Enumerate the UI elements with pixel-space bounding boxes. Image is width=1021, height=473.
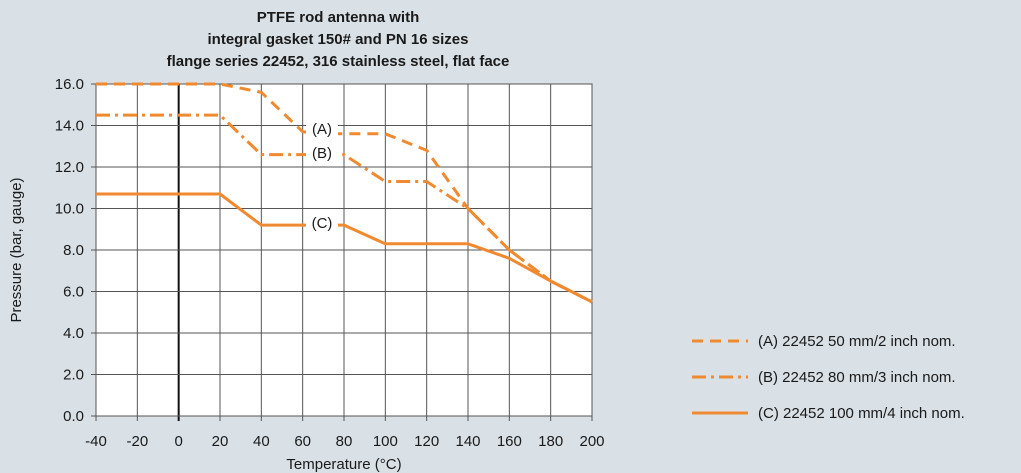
x-tick-label: -40 [85,433,107,450]
x-tick-label: 180 [538,433,563,450]
x-axis-label: Temperature (°C) [286,456,401,473]
y-tick-label: 12.0 [55,159,84,176]
x-tick-label: 40 [253,433,270,450]
x-tick-label: 140 [455,433,480,450]
series-tag-a: (A) [312,121,332,138]
series-line-b [96,113,593,304]
x-tick-label: 160 [497,433,522,450]
y-tick-label: 2.0 [63,367,84,384]
x-tick-label: 20 [212,433,229,450]
grid [91,83,593,421]
y-axis-ticks: 0.0 2.0 4.0 6.0 8.0 10.0 12.0 14.0 16.0 [55,76,84,425]
x-tick-label: 60 [294,433,311,450]
x-axis-ticks: -40 -20 0 20 40 60 80 100 120 140 160 180 200 [85,433,604,450]
series-layer [96,82,593,304]
legend-label-c: (C) 22452 100 mm/4 inch nom. [758,405,965,422]
chart-title-line-3: flange series 22452, 316 stainless steel… [167,53,510,70]
series-tag-b: (B) [312,145,332,162]
series-tag-background [306,120,338,138]
x-tick-label: 100 [373,433,398,450]
y-tick-label: 4.0 [63,325,84,342]
series-tag-c: (C) [312,215,333,232]
y-tick-label: 6.0 [63,284,84,301]
legend: (A) 22452 50 mm/2 inch nom. (B) 22452 80 … [692,333,965,422]
legend-label-b: (B) 22452 80 mm/3 inch nom. [758,369,956,386]
y-tick-label: 16.0 [55,76,84,93]
x-tick-label: -20 [126,433,148,450]
series-line-c [96,192,593,304]
x-tick-label: 120 [414,433,439,450]
series-tag-background [306,144,338,162]
y-tick-label: 14.0 [55,118,84,135]
x-tick-label: 80 [336,433,353,450]
series-tag-background [306,214,338,232]
x-tick-label: 200 [579,433,604,450]
legend-label-a: (A) 22452 50 mm/2 inch nom. [758,333,956,350]
chart-title-line-1: PTFE rod antenna with [257,9,420,26]
y-tick-label: 0.0 [63,408,84,425]
y-tick-label: 10.0 [55,201,84,218]
y-axis-label: Pressure (bar, gauge) [8,177,25,322]
x-tick-label: 0 [174,433,182,450]
series-tags: (A) (B) (C) [306,120,338,232]
series-line-a [96,82,593,304]
y-tick-label: 8.0 [63,242,84,259]
chart-title-line-2: integral gasket 150# and PN 16 sizes [208,31,469,48]
